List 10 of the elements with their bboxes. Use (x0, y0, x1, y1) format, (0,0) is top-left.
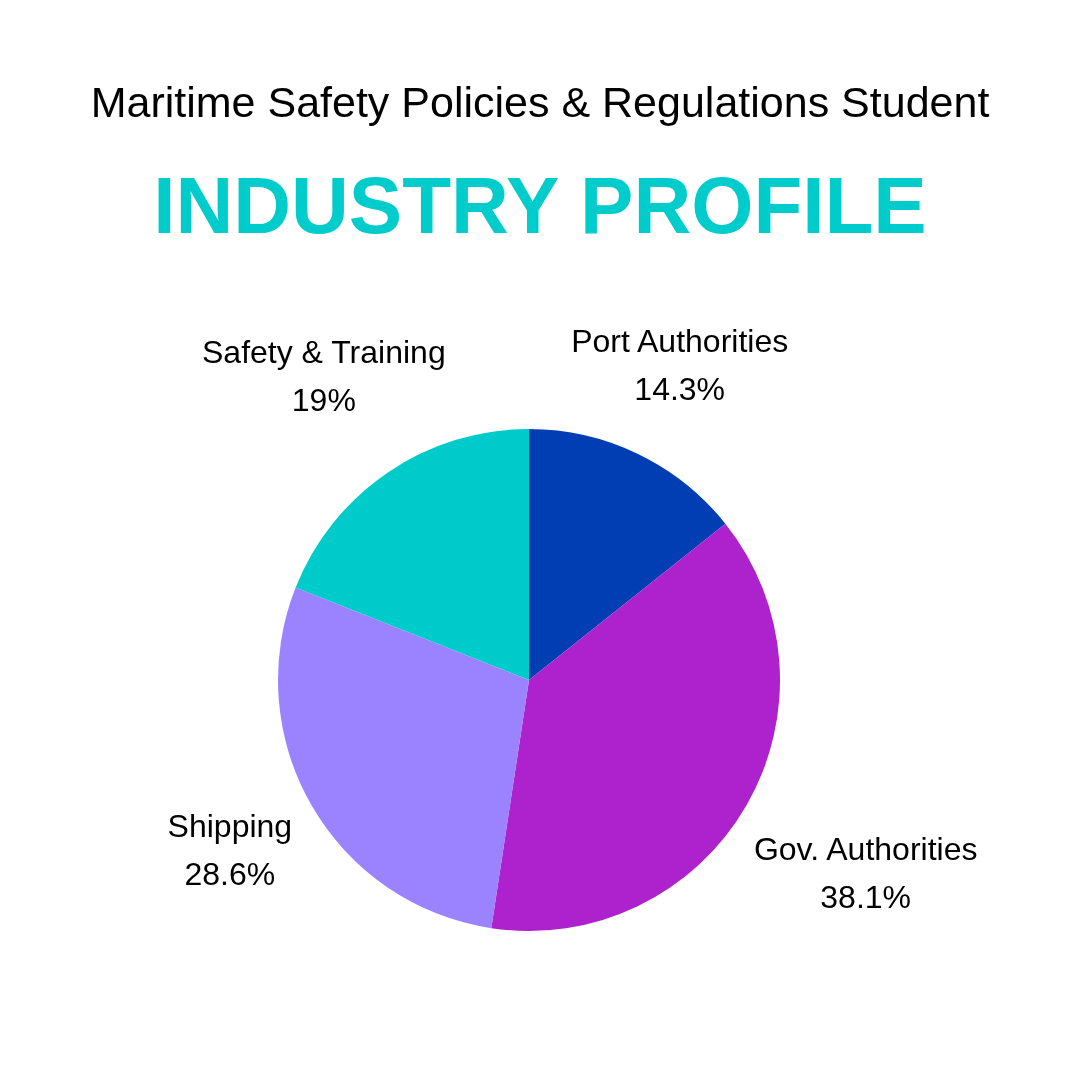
chart-subtitle: INDUSTRY PROFILE (152, 160, 928, 252)
data-label: 14.3% (634, 371, 726, 408)
slice-label: Port Authorities (571, 323, 789, 360)
data-label: 38.1% (820, 878, 912, 915)
data-label: 19% (291, 381, 356, 418)
slice-label: Gov. Authorities (753, 830, 978, 867)
data-label: 28.6% (184, 855, 276, 892)
slice-label: Shipping (167, 807, 293, 844)
slice-label: Safety & Training (202, 333, 446, 370)
chart-title: Maritime Safety Policies & Regulations Student (89, 77, 991, 128)
